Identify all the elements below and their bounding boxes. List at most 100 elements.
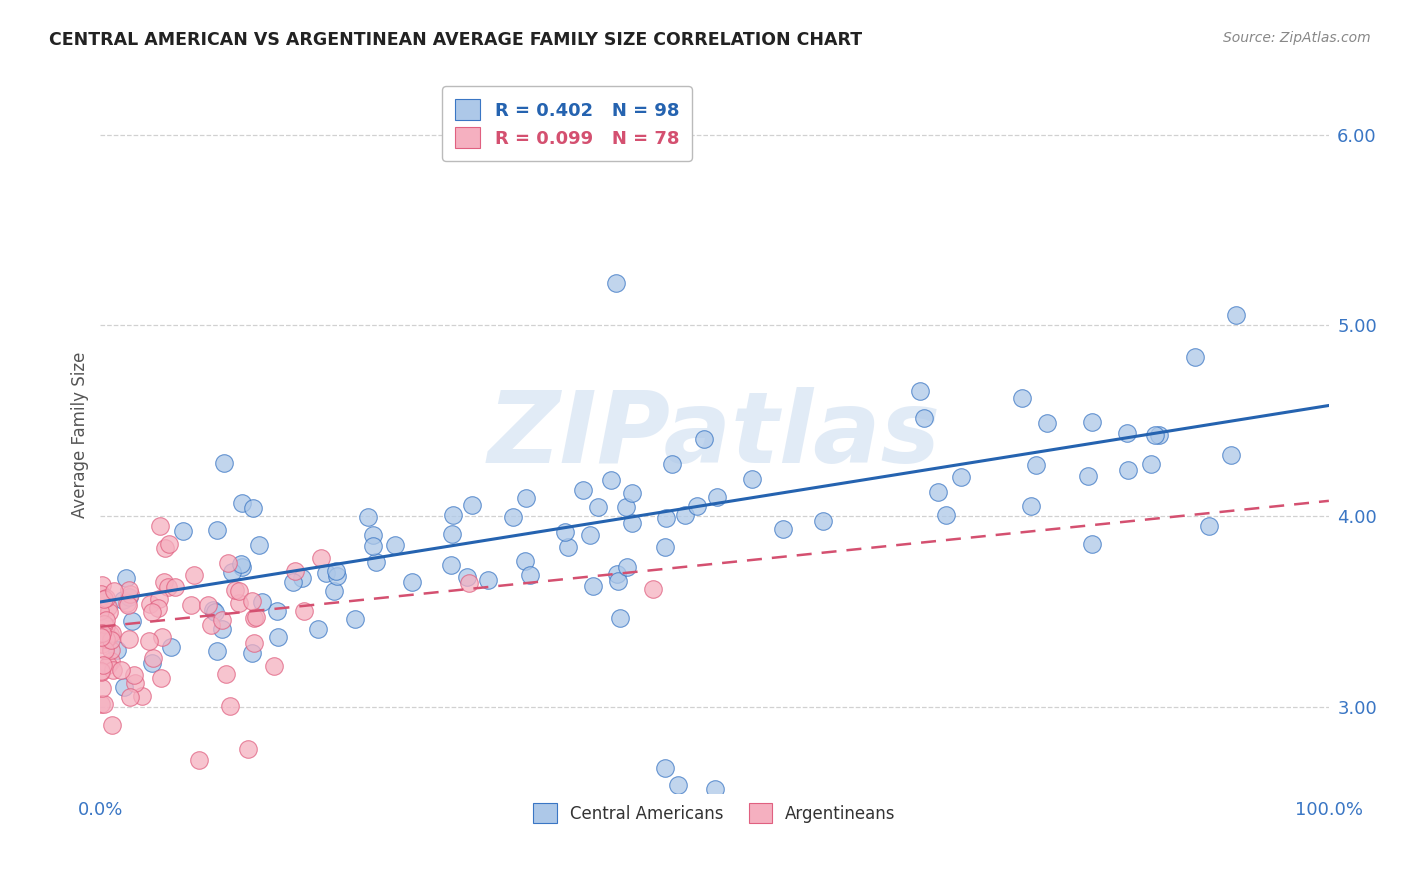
Point (1198, 519, 1220, 533)
Y-axis label: Average Family Size: Average Family Size (72, 351, 89, 518)
Point (263, 659, 285, 673)
Point (96, 591, 118, 605)
Point (121, 614, 143, 628)
Point (100, 642, 122, 657)
Point (148, 592, 170, 607)
Point (440, 558, 463, 573)
Point (1143, 428, 1166, 442)
Point (343, 612, 366, 626)
Point (197, 599, 219, 613)
Point (139, 597, 162, 611)
Point (94, 632, 117, 646)
Point (281, 575, 304, 590)
Point (90, 664, 112, 678)
Point (1077, 469, 1099, 483)
Point (138, 634, 160, 648)
Point (90, 630, 112, 644)
Point (1225, 308, 1247, 322)
Point (157, 537, 180, 551)
Point (1081, 415, 1104, 429)
Point (621, 485, 644, 500)
Point (609, 611, 631, 625)
Point (326, 569, 349, 583)
Point (141, 656, 163, 670)
Point (703, 781, 725, 796)
Point (207, 523, 229, 537)
Point (228, 584, 250, 599)
Point (231, 560, 253, 574)
Point (599, 474, 621, 488)
Point (654, 541, 676, 555)
Point (605, 277, 627, 291)
Point (1116, 425, 1139, 440)
Point (165, 580, 187, 594)
Point (582, 579, 605, 593)
Point (212, 456, 235, 470)
Point (103, 584, 125, 599)
Point (93, 617, 115, 632)
Text: Source: ZipAtlas.com: Source: ZipAtlas.com (1223, 31, 1371, 45)
Point (97, 605, 120, 619)
Point (361, 527, 384, 541)
Point (247, 538, 270, 552)
Point (117, 598, 139, 612)
Point (205, 643, 228, 657)
Point (252, 595, 274, 609)
Point (477, 573, 499, 587)
Point (935, 508, 957, 523)
Point (218, 699, 240, 714)
Point (105, 642, 128, 657)
Point (97, 658, 120, 673)
Point (94, 619, 117, 633)
Point (204, 605, 226, 619)
Point (112, 681, 135, 695)
Point (153, 541, 176, 556)
Point (586, 500, 609, 514)
Point (149, 671, 172, 685)
Text: ZIPatlas: ZIPatlas (488, 386, 941, 483)
Point (89, 604, 111, 618)
Point (149, 518, 172, 533)
Point (325, 564, 347, 578)
Point (813, 514, 835, 528)
Point (291, 571, 314, 585)
Point (502, 510, 524, 524)
Point (266, 604, 288, 618)
Point (666, 778, 689, 792)
Point (741, 472, 763, 486)
Text: CENTRAL AMERICAN VS ARGENTINEAN AVERAGE FAMILY SIZE CORRELATION CHART: CENTRAL AMERICAN VS ARGENTINEAN AVERAGE … (49, 31, 862, 49)
Point (211, 613, 233, 627)
Point (322, 584, 344, 599)
Point (115, 596, 138, 610)
Point (311, 551, 333, 566)
Point (93, 697, 115, 711)
Point (118, 690, 141, 704)
Point (231, 496, 253, 510)
Point (118, 582, 141, 597)
Point (152, 575, 174, 590)
Point (693, 432, 716, 446)
Point (292, 604, 315, 618)
Point (90, 681, 112, 696)
Point (557, 540, 579, 554)
Point (221, 565, 243, 579)
Point (97, 630, 120, 644)
Point (949, 469, 972, 483)
Point (458, 575, 481, 590)
Point (242, 611, 264, 625)
Point (579, 528, 602, 542)
Point (1184, 350, 1206, 364)
Point (201, 603, 224, 617)
Point (461, 498, 484, 512)
Point (94, 642, 117, 657)
Point (384, 538, 406, 552)
Point (243, 636, 266, 650)
Point (100, 717, 122, 731)
Point (519, 568, 541, 582)
Point (229, 557, 252, 571)
Point (686, 500, 709, 514)
Point (98, 627, 121, 641)
Point (513, 554, 536, 568)
Point (643, 582, 665, 596)
Point (1116, 462, 1139, 476)
